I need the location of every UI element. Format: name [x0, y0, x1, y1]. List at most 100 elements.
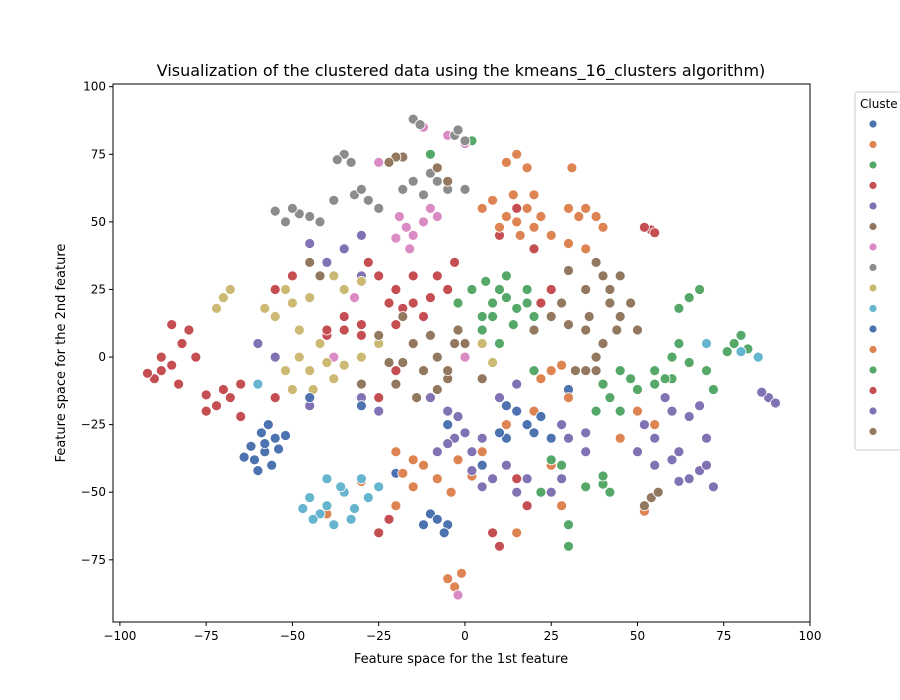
data-point-c12-21	[563, 519, 574, 531]
data-point-c2-12	[694, 284, 705, 295]
legend-marker	[868, 181, 878, 190]
data-point-c4-25	[373, 405, 385, 417]
data-point-c15-4	[597, 270, 609, 282]
data-point-c13-17	[521, 500, 533, 512]
data-point-c11-21	[556, 359, 567, 371]
data-point-c4-10	[673, 475, 685, 487]
legend-marker	[868, 119, 878, 129]
data-point-c3-16	[217, 384, 229, 395]
data-point-c15-9	[632, 324, 643, 336]
data-point-c7-14	[407, 175, 419, 187]
data-point-c12-4	[521, 284, 533, 295]
data-point-c5-10	[580, 324, 592, 336]
data-point-c12-14	[604, 392, 616, 404]
data-point-c13-24	[545, 284, 557, 295]
data-point-c5-0	[418, 365, 429, 377]
data-point-c11-23	[563, 392, 574, 404]
data-point-c11-22	[535, 373, 547, 385]
data-point-c0-2	[269, 432, 281, 444]
data-point-c11-9	[507, 189, 519, 201]
data-point-c11-20	[545, 365, 557, 377]
data-point-c3-23	[286, 270, 298, 282]
data-point-c7-12	[269, 205, 281, 217]
data-point-c6-16	[452, 589, 464, 601]
data-point-c13-9	[390, 365, 402, 377]
data-point-c13-10	[235, 411, 247, 422]
data-point-c8-3	[280, 284, 291, 295]
data-point-c13-0	[373, 270, 385, 282]
data-point-c2-2	[511, 302, 523, 314]
data-point-c0-1	[249, 454, 260, 466]
data-point-c4-0	[487, 473, 499, 485]
data-point-c4-4	[466, 465, 478, 477]
x-tick-label: −75	[193, 629, 218, 643]
data-point-c15-7	[614, 270, 626, 282]
data-point-c14-15	[580, 446, 592, 458]
data-point-c12-3	[500, 270, 512, 282]
data-point-c15-15	[397, 311, 409, 322]
x-axis-ticks: −100 −75 −50 −25 0 25 50 75 100	[103, 622, 821, 643]
data-point-c14-11	[673, 446, 685, 458]
data-point-c3-22	[190, 351, 202, 363]
data-point-c9-10	[362, 492, 374, 504]
data-point-c4-15	[683, 411, 695, 422]
data-point-c3-29	[383, 513, 395, 525]
data-point-c2-13	[728, 338, 740, 349]
data-point-c0-6	[273, 443, 285, 455]
data-point-c5-23	[528, 324, 540, 336]
data-point-c3-21	[176, 338, 188, 349]
data-point-c13-4	[407, 270, 419, 282]
data-point-c13-14	[200, 405, 212, 417]
data-point-c1-22	[563, 202, 574, 214]
data-point-c8-20	[338, 284, 350, 295]
legend-marker	[868, 160, 878, 170]
data-point-c0-8	[262, 419, 274, 431]
data-point-c9-15	[735, 346, 747, 358]
data-point-c10-4	[535, 411, 547, 422]
data-point-c11-19	[580, 243, 592, 255]
data-point-c5-17	[604, 297, 616, 309]
data-point-c14-6	[452, 411, 464, 422]
y-tick-label: 25	[91, 282, 106, 296]
data-point-c9-5	[349, 503, 360, 514]
data-point-c2-5	[521, 297, 533, 309]
data-point-c7-9	[286, 202, 298, 214]
data-point-c12-16	[580, 481, 592, 493]
data-point-c5-24	[639, 500, 650, 512]
data-point-c1-23	[573, 211, 585, 222]
data-point-c2-17	[649, 378, 661, 390]
data-point-c11-18	[563, 238, 574, 249]
data-point-c9-6	[355, 473, 367, 485]
data-point-c8-17	[224, 284, 236, 295]
data-point-c4-2	[500, 459, 512, 471]
data-point-c2-27	[494, 338, 505, 349]
data-point-c2-24	[563, 540, 574, 552]
data-point-c4-18	[649, 432, 661, 444]
data-point-c6-0	[400, 221, 412, 233]
data-point-c13-20	[373, 527, 385, 539]
data-point-c7-7	[355, 183, 367, 195]
data-point-c6-3	[418, 216, 429, 228]
data-point-c1-15	[456, 567, 467, 579]
data-point-c9-7	[335, 481, 347, 493]
data-point-c11-3	[494, 221, 505, 233]
data-point-c4-16	[659, 392, 671, 404]
data-point-c11-14	[528, 189, 540, 201]
data-point-c9-17	[701, 338, 712, 349]
data-point-c8-19	[328, 270, 340, 282]
data-point-c13-22	[649, 227, 661, 239]
data-point-c5-20	[590, 365, 602, 377]
data-point-c2-15	[721, 346, 733, 358]
y-tick-label: 0	[98, 350, 106, 364]
data-point-c14-7	[494, 392, 505, 404]
data-point-c14-12	[701, 432, 712, 444]
data-point-c3-11	[155, 365, 167, 377]
data-point-c5-19	[545, 311, 557, 322]
data-point-c7-1	[345, 156, 357, 168]
data-point-c15-21	[383, 156, 395, 168]
data-point-c7-21	[459, 135, 471, 147]
x-tick-label: 100	[799, 629, 822, 643]
data-point-c11-6	[514, 229, 526, 241]
data-point-c2-26	[424, 148, 436, 160]
data-point-c15-3	[476, 373, 488, 385]
